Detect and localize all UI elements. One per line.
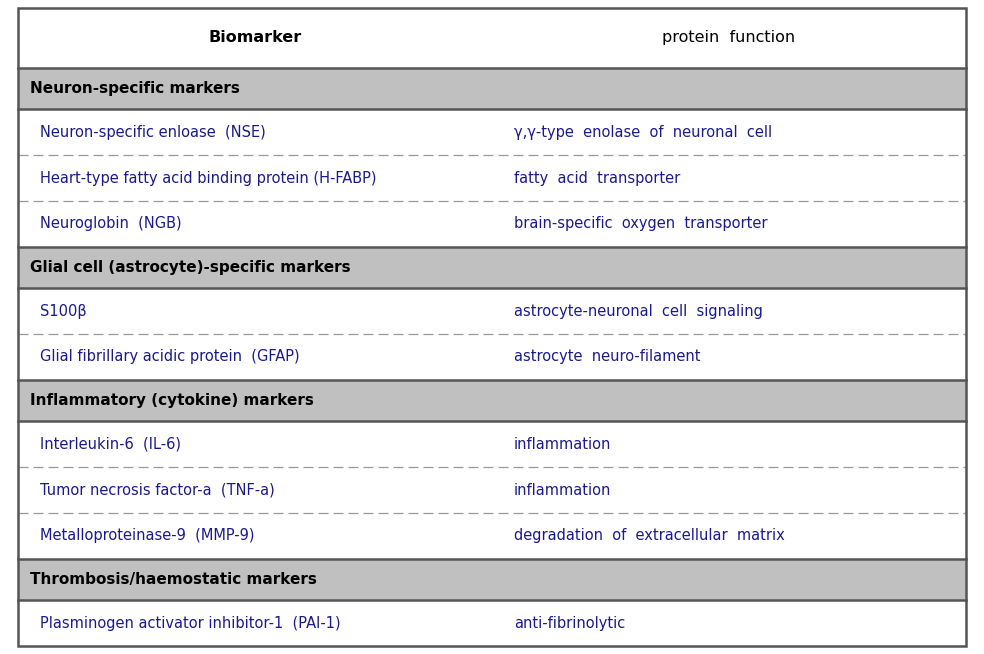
Text: astrocyte  neuro-filament: astrocyte neuro-filament bbox=[514, 349, 701, 364]
Bar bbox=[18, 559, 966, 600]
Text: Interleukin-6  (IL-6): Interleukin-6 (IL-6) bbox=[40, 437, 181, 452]
Bar bbox=[18, 201, 966, 247]
Bar bbox=[18, 109, 966, 155]
Text: inflammation: inflammation bbox=[514, 437, 611, 452]
Text: Tumor necrosis factor-a  (TNF-a): Tumor necrosis factor-a (TNF-a) bbox=[40, 483, 275, 498]
Bar bbox=[18, 421, 966, 467]
Text: protein  function: protein function bbox=[662, 31, 795, 46]
Text: inflammation: inflammation bbox=[514, 483, 611, 498]
Text: Heart-type fatty acid binding protein (H-FABP): Heart-type fatty acid binding protein (H… bbox=[40, 171, 377, 186]
Bar bbox=[18, 600, 966, 646]
Text: Metalloproteinase-9  (MMP-9): Metalloproteinase-9 (MMP-9) bbox=[40, 528, 255, 543]
Text: Neuron-specific enloase  (NSE): Neuron-specific enloase (NSE) bbox=[40, 125, 266, 140]
Bar bbox=[18, 68, 966, 109]
Bar bbox=[18, 288, 966, 334]
Bar bbox=[18, 380, 966, 421]
Text: Biomarker: Biomarker bbox=[209, 31, 302, 46]
Text: Inflammatory (cytokine) markers: Inflammatory (cytokine) markers bbox=[30, 393, 314, 408]
Text: brain-specific  oxygen  transporter: brain-specific oxygen transporter bbox=[514, 216, 768, 232]
Text: astrocyte-neuronal  cell  signaling: astrocyte-neuronal cell signaling bbox=[514, 303, 763, 318]
Text: fatty  acid  transporter: fatty acid transporter bbox=[514, 171, 680, 186]
Text: Plasminogen activator inhibitor-1  (PAI-1): Plasminogen activator inhibitor-1 (PAI-1… bbox=[40, 615, 340, 630]
Bar bbox=[18, 334, 966, 380]
Text: Glial fibrillary acidic protein  (GFAP): Glial fibrillary acidic protein (GFAP) bbox=[40, 349, 299, 364]
Text: Thrombosis/haemostatic markers: Thrombosis/haemostatic markers bbox=[30, 572, 317, 587]
Bar bbox=[18, 513, 966, 559]
Text: Neuroglobin  (NGB): Neuroglobin (NGB) bbox=[40, 216, 182, 232]
Text: Neuron-specific markers: Neuron-specific markers bbox=[30, 81, 240, 96]
Bar bbox=[18, 247, 966, 288]
Text: anti-fibrinolytic: anti-fibrinolytic bbox=[514, 615, 625, 630]
Text: γ,γ-type  enolase  of  neuronal  cell: γ,γ-type enolase of neuronal cell bbox=[514, 125, 772, 140]
Text: S100β: S100β bbox=[40, 303, 87, 318]
Bar bbox=[18, 467, 966, 513]
Bar bbox=[18, 155, 966, 201]
Text: degradation  of  extracellular  matrix: degradation of extracellular matrix bbox=[514, 528, 785, 543]
Text: Glial cell (astrocyte)-specific markers: Glial cell (astrocyte)-specific markers bbox=[30, 260, 350, 275]
